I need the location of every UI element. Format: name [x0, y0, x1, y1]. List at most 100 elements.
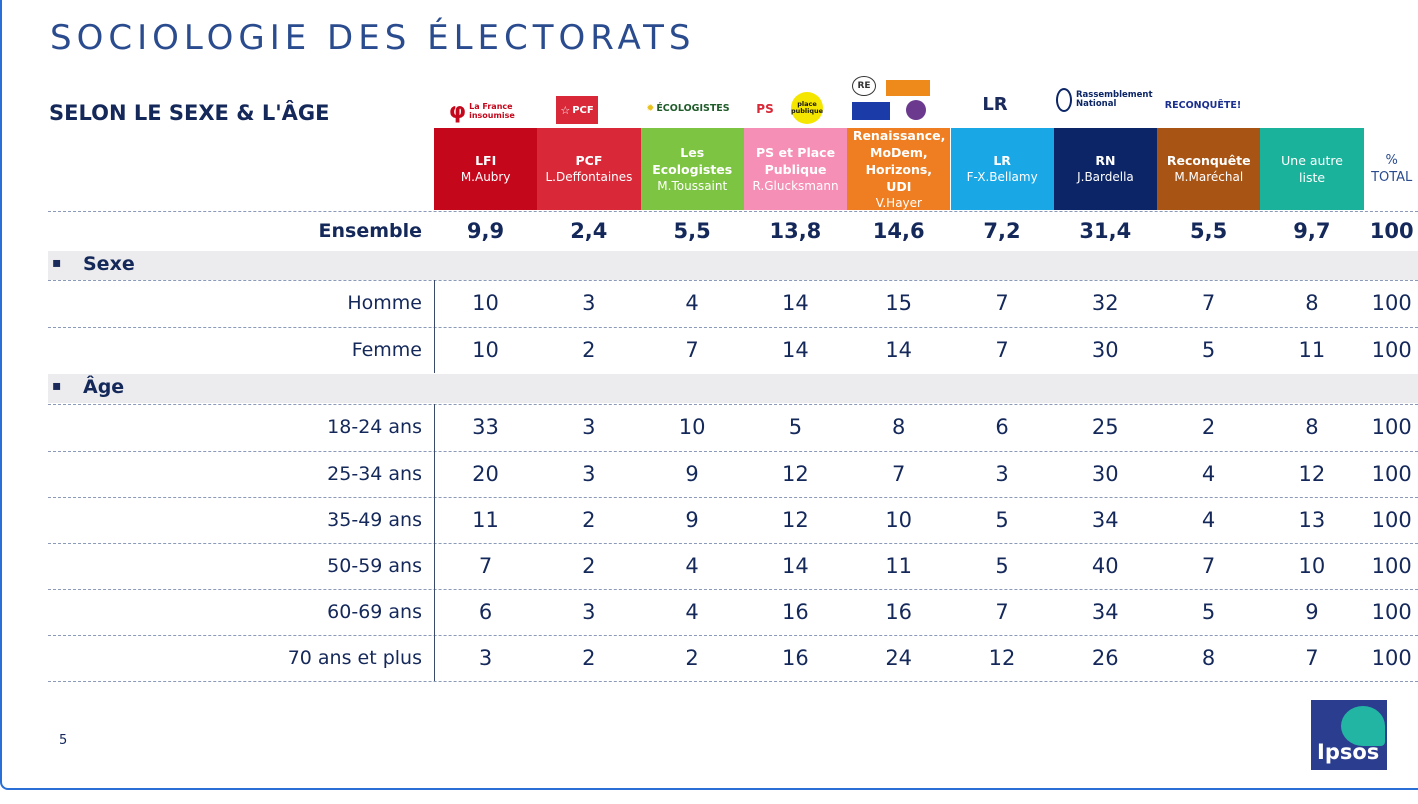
- row-label: 70 ans et plus: [287, 647, 422, 669]
- value-cell: 10: [678, 415, 706, 439]
- value-cell: 40: [1091, 554, 1119, 578]
- section-title: Sexe: [83, 253, 135, 275]
- party-name: PCF: [575, 153, 603, 168]
- candidate-name: V.Hayer: [875, 195, 922, 210]
- value-cell: 3: [582, 600, 596, 624]
- value-cell: 9: [685, 462, 699, 486]
- value-cell: 3: [995, 462, 1009, 486]
- table-row: 25-34 ans 20 3 9 12 7 3 30 4 12 100: [48, 451, 1418, 497]
- value-cell: 10: [472, 291, 499, 315]
- candidate-name: M.Aubry: [460, 170, 511, 184]
- total-cell: 100: [1371, 338, 1412, 362]
- value-cell: 9,9: [466, 219, 505, 243]
- value-cell: 20: [472, 462, 499, 486]
- value-cell: 34: [1091, 508, 1119, 532]
- candidate-name: F-X.Bellamy: [966, 170, 1038, 184]
- value-cell: 5: [1201, 600, 1216, 624]
- lfi-logo: φ La France insoumise: [448, 98, 515, 124]
- value-cell: 11: [472, 508, 499, 532]
- row-label: 18-24 ans: [327, 416, 422, 438]
- renaissance-logo: RE: [852, 76, 876, 96]
- column-header-1: LFI M.Aubry: [434, 128, 538, 210]
- ipsos-logo: Ipsos: [1311, 700, 1387, 770]
- value-cell: 14,6: [872, 219, 925, 243]
- value-cell: 26: [1091, 646, 1119, 670]
- total-header-line: TOTAL: [1371, 170, 1413, 185]
- table-row: 70 ans et plus 3 2 2 16 24 12 26 8 7 100: [48, 635, 1418, 681]
- value-cell: 3: [582, 415, 596, 439]
- row-label: Femme: [351, 339, 422, 361]
- value-cell: 7: [1201, 554, 1216, 578]
- value-cell: 34: [1091, 600, 1119, 624]
- row-label: 35-49 ans: [327, 509, 422, 531]
- party-name: RN: [1095, 153, 1116, 168]
- total-cell: 100: [1371, 554, 1412, 578]
- value-cell: 14: [782, 291, 809, 315]
- row-label: Ensemble: [318, 220, 423, 242]
- value-cell: 7: [892, 462, 906, 486]
- value-cell: 14: [782, 554, 809, 578]
- page-number: 5: [59, 733, 68, 748]
- candidate-name: J.Bardella: [1077, 170, 1134, 184]
- column-header-8: Reconquête M.Maréchal: [1157, 128, 1261, 210]
- value-cell: 7: [685, 338, 699, 362]
- label-divider: [434, 404, 435, 681]
- page-title: SOCIOLOGIE DES ÉLECTORATS: [50, 18, 696, 58]
- modem-logo: [886, 80, 930, 96]
- value-cell: 5,5: [1189, 219, 1228, 243]
- table-row: 35-49 ans 11 2 9 12 10 5 34 4 13 100: [48, 497, 1418, 543]
- value-cell: 13: [1298, 508, 1326, 532]
- party-name: LR: [993, 153, 1011, 168]
- value-cell: 2: [582, 646, 596, 670]
- value-cell: 6: [478, 600, 493, 624]
- value-cell: 5: [1201, 338, 1216, 362]
- party-name: Renaissance, MoDem, Horizons, UDI: [852, 127, 946, 194]
- lr-logo: LR: [982, 93, 1008, 115]
- column-header-9: Une autre liste: [1260, 128, 1364, 210]
- total-cell: 100: [1369, 219, 1414, 243]
- value-cell: 12: [1298, 462, 1326, 486]
- value-cell: 15: [885, 291, 913, 315]
- rn-logo: Rassemblement National: [1055, 86, 1153, 114]
- value-cell: 3: [582, 291, 596, 315]
- value-cell: 3: [478, 646, 493, 670]
- candidate-name: L.Deffontaines: [545, 170, 633, 184]
- value-cell: 10: [885, 508, 913, 532]
- value-cell: 4: [685, 554, 699, 578]
- value-cell: 7: [995, 291, 1009, 315]
- pcf-logo: ☆ PCF: [556, 96, 598, 124]
- ipsos-swoosh: [1341, 706, 1385, 746]
- total-cell: 100: [1371, 646, 1412, 670]
- column-header-2: PCF L.Deffontaines: [537, 128, 641, 210]
- value-cell: 33: [472, 415, 499, 439]
- value-cell: 7,2: [983, 219, 1021, 243]
- value-cell: 2: [582, 338, 596, 362]
- column-header-4: PS et Place Publique R.Glucksmann: [743, 128, 848, 210]
- table-bottom-rule: [48, 681, 1418, 682]
- value-cell: 7: [995, 338, 1009, 362]
- udi-logo: [906, 100, 926, 120]
- bullet-icon: ▪: [52, 255, 62, 271]
- row-label: Homme: [347, 292, 422, 314]
- table-row: 18-24 ans 33 3 10 5 8 6 25 2 8 100: [48, 404, 1418, 450]
- value-cell: 7: [1201, 291, 1216, 315]
- column-header-total: % TOTAL: [1364, 128, 1418, 210]
- value-cell: 11: [1298, 338, 1326, 362]
- value-cell: 7: [1305, 646, 1319, 670]
- value-cell: 5: [995, 554, 1009, 578]
- value-cell: 2: [582, 554, 596, 578]
- total-cell: 100: [1371, 415, 1412, 439]
- value-cell: 8: [1201, 646, 1216, 670]
- party-name: Les Ecologistes: [652, 144, 733, 177]
- value-cell: 10: [472, 338, 499, 362]
- candidate-name: M.Toussaint: [657, 178, 728, 193]
- value-cell: 12: [782, 462, 809, 486]
- value-cell: 2: [685, 646, 699, 670]
- ipsos-wordmark: Ipsos: [1317, 740, 1380, 764]
- value-cell: 14: [885, 338, 913, 362]
- value-cell: 7: [478, 554, 493, 578]
- value-cell: 5: [995, 508, 1009, 532]
- party-name: Une autre liste: [1281, 153, 1343, 185]
- value-cell: 9,7: [1293, 219, 1331, 243]
- row-label: 60-69 ans: [327, 601, 422, 623]
